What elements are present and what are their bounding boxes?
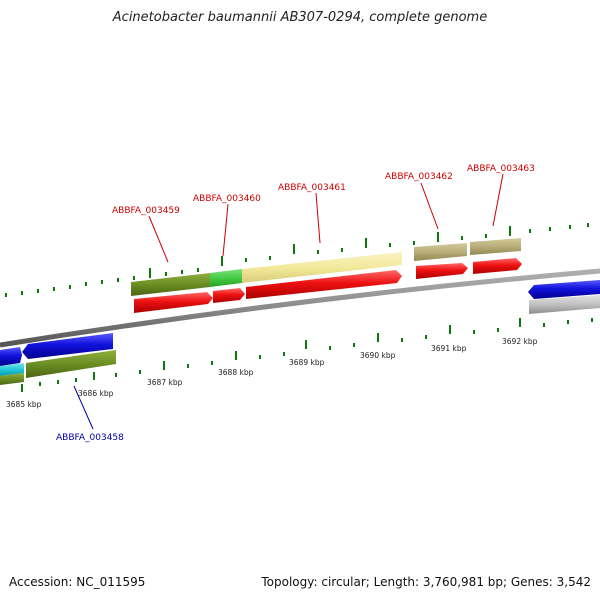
feature-olive-3459[interactable]: [131, 273, 210, 296]
gene-label-3458[interactable]: ABBFA_003458: [56, 433, 124, 443]
scale-label-3685: 3685 kbp: [6, 400, 42, 409]
cds-arrow-3459[interactable]: [134, 292, 213, 313]
cds-arrow-3460[interactable]: [213, 288, 245, 303]
gene-label-3460[interactable]: ABBFA_003460: [193, 194, 261, 204]
feature-green-3460[interactable]: [210, 269, 242, 287]
feature-khaki-3463[interactable]: [470, 238, 521, 255]
label-leaders: [73, 173, 504, 430]
scale-label-3691: 3691 kbp: [431, 344, 467, 353]
gene-label-3462[interactable]: ABBFA_003462: [385, 172, 453, 182]
scale-label-3689: 3689 kbp: [289, 358, 325, 367]
scale-label-3692: 3692 kbp: [502, 337, 538, 346]
forward-cds-track: [134, 258, 522, 313]
feature-right-grey[interactable]: [529, 295, 600, 314]
cds-arrow-3463[interactable]: [473, 258, 522, 274]
accession-text: Accession: NC_011595: [9, 575, 146, 589]
gene-label-3459[interactable]: ABBFA_003459: [112, 206, 180, 216]
upper-feature-track: [131, 238, 521, 296]
scale-label-3688: 3688 kbp: [218, 368, 254, 377]
scale-label-3686: 3686 kbp: [78, 389, 114, 398]
upper-tick-ring: [5, 223, 589, 297]
feature-olive-left-partial[interactable]: [0, 373, 24, 385]
cds-arrow-3458[interactable]: [22, 333, 113, 359]
gene-label-3461[interactable]: ABBFA_003461: [278, 183, 346, 193]
feature-yellow-3461[interactable]: [242, 252, 402, 283]
lower-tick-ring: [21, 318, 593, 392]
cds-arrow-right-blue[interactable]: [528, 280, 600, 299]
cds-arrow-3462[interactable]: [416, 263, 468, 279]
gene-label-3463[interactable]: ABBFA_003463: [467, 164, 535, 174]
genome-summary-text: Topology: circular; Length: 3,760,981 bp…: [261, 575, 591, 589]
feature-cyan-left[interactable]: [0, 363, 24, 376]
feature-khaki-3462[interactable]: [414, 243, 467, 261]
scale-label-3690: 3690 kbp: [360, 351, 396, 360]
diagram-title: Acinetobacter baumannii AB307-0294, comp…: [112, 10, 488, 25]
feature-olive-3458[interactable]: [26, 350, 116, 378]
scale-label-3687: 3687 kbp: [147, 378, 183, 387]
cds-arrow-3461[interactable]: [246, 270, 402, 299]
genome-backbone: [0, 268, 600, 348]
cds-arrow-left-blue-partial[interactable]: [0, 347, 22, 366]
